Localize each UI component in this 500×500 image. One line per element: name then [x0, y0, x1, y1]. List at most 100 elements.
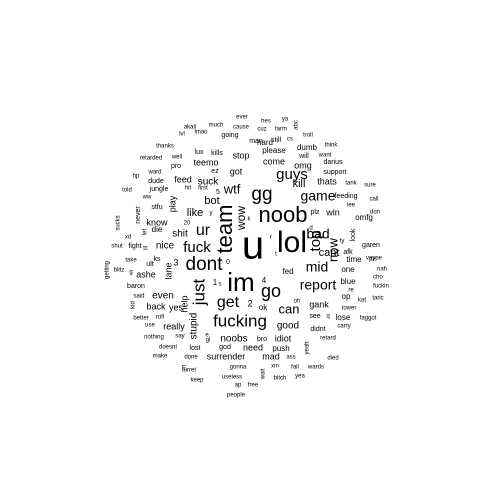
word-suck: suck — [198, 177, 220, 188]
word-yea: yea — [295, 374, 305, 380]
word-push: push — [272, 344, 289, 353]
word-vayne: vayne — [366, 256, 383, 262]
word-carry: carry — [337, 324, 350, 330]
word-1: 1 — [213, 278, 218, 287]
word-take: take — [125, 258, 137, 264]
word-think: think — [325, 143, 339, 149]
word-mad: mad — [262, 351, 280, 361]
word-dumb: dumb — [297, 143, 318, 152]
word-lol: lol — [277, 226, 307, 259]
word-hit: hit — [185, 186, 192, 192]
word-now: now — [325, 237, 340, 261]
word-better: better — [133, 316, 148, 322]
word-nah: nah — [377, 267, 387, 273]
word-fail: fail — [291, 365, 299, 371]
word-feeding: feeding — [335, 193, 358, 200]
word-baron: baron — [127, 283, 145, 290]
word-use: use — [145, 323, 155, 329]
word-tower: tower — [342, 306, 357, 312]
word-shut: shut — [111, 244, 123, 250]
word-time: time — [346, 255, 362, 264]
word-jungle: jungle — [149, 186, 169, 193]
word-lvl: lvl — [179, 132, 185, 138]
word-like: like — [187, 207, 204, 219]
word-man: man — [249, 138, 263, 145]
word-nothing: nothing — [144, 335, 164, 341]
word-sure: sure — [364, 183, 376, 189]
word-need: need — [243, 342, 263, 352]
word-gank: gank — [309, 299, 329, 309]
word-pls: pls — [369, 257, 377, 263]
word-abc: abc — [294, 120, 300, 130]
word-ass: ass — [286, 355, 295, 361]
word-akali: akali — [184, 125, 196, 131]
word-ty: ty — [340, 239, 345, 245]
word-cuz: cuz — [257, 127, 266, 133]
word-wtf: wtf — [223, 181, 241, 196]
word-bad: bad — [306, 226, 329, 242]
word-retarded: retarded — [140, 156, 162, 162]
word-omfg: omfg — [355, 213, 373, 222]
word-fuck: fuck — [183, 239, 211, 256]
word-afk: afk — [343, 249, 353, 256]
word-team: team — [212, 205, 237, 254]
word-say: say — [175, 334, 184, 340]
word-report: report — [300, 277, 337, 293]
word-ks: ks — [154, 256, 162, 263]
word-garen: garen — [362, 242, 380, 249]
word-dude: dude — [148, 178, 164, 185]
word-told: told — [122, 188, 132, 194]
word-ill: ill — [144, 246, 150, 250]
word-bro: bro — [257, 336, 267, 343]
word-yeah: yeah — [305, 341, 311, 354]
word-know: know — [146, 217, 168, 227]
word-ashe: ashe — [136, 269, 156, 279]
word-fuckin: fuckin — [373, 284, 389, 290]
word-teemo: teemo — [193, 157, 218, 167]
word-xin: xin — [271, 364, 279, 370]
word-s: s — [219, 282, 222, 288]
word-thanks: thanks — [156, 144, 174, 150]
word-faggot: faggot — [360, 316, 377, 322]
word-useless: useless — [222, 375, 242, 381]
word-hes: hes — [261, 119, 271, 125]
word-omg: omg — [294, 160, 312, 170]
word-good: good — [277, 321, 299, 332]
word-bitch: bitch — [274, 376, 287, 382]
word-oh: oh — [294, 299, 301, 305]
word-want: want — [318, 153, 332, 159]
word-g: g — [129, 270, 132, 276]
word-back: back — [146, 301, 166, 311]
word-stupid: stupid — [189, 313, 200, 340]
word-farm: farm — [275, 127, 287, 133]
word-even: even — [152, 291, 174, 302]
word-go: go — [261, 281, 281, 301]
word-died: died — [327, 356, 338, 362]
word-pro: pro — [171, 163, 181, 170]
word-didnt: didnt — [310, 326, 325, 333]
word-still: still — [271, 137, 282, 144]
word-0: 0 — [226, 259, 230, 266]
word-support: support — [323, 169, 346, 176]
word-im: im — [227, 267, 254, 297]
word-4: 4 — [262, 276, 267, 285]
word-cs: cs — [287, 137, 293, 143]
word-noobs: noobs — [220, 334, 247, 345]
word-just: just — [189, 279, 208, 307]
word-troll: troll — [303, 133, 313, 139]
word-said: said — [133, 294, 144, 300]
word-die: die — [152, 225, 163, 234]
word-ya: ya — [282, 117, 289, 123]
word-d: d — [309, 226, 312, 232]
word-xd: xd — [125, 235, 131, 241]
word-noob: noob — [259, 202, 308, 227]
word-make: make — [153, 354, 168, 360]
word-op: op — [342, 292, 351, 301]
word-please: please — [262, 146, 286, 155]
word-top: top — [307, 231, 324, 252]
word-E: E — [182, 366, 186, 372]
word-sucks: sucks — [116, 215, 122, 230]
word-idiot: idiot — [275, 333, 292, 343]
word-play: play — [167, 195, 177, 212]
